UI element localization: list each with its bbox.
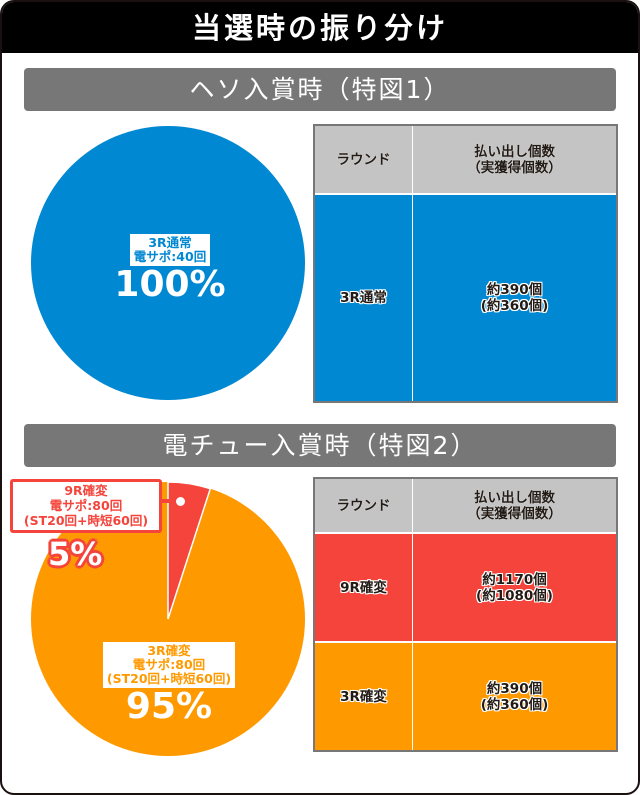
slice-percent-9r: 5% bbox=[48, 535, 103, 573]
payout-table-tokuzu1: ラウンド 払い出し個数 （実獲得個数） 3R通常 約390個 (約360個) bbox=[313, 124, 618, 403]
row-payout: 約390個 (約360個) bbox=[480, 282, 549, 314]
table-row: 9R確変 約1170個 (約1080個) bbox=[315, 532, 616, 641]
row-round: 3R確変 bbox=[315, 643, 413, 750]
pie-label-9r-kakuhen: 9R確変 電サポ:80回 (ST20回+時短60回) bbox=[10, 479, 162, 533]
payout-table-tokuzu2: ラウンド 払い出し個数 （実獲得個数） 9R確変 約1170個 (約1080個) 3… bbox=[313, 477, 618, 752]
slice-round-label: 9R確変 bbox=[64, 483, 108, 498]
callout-leader-line bbox=[159, 499, 179, 503]
header-round: ラウンド bbox=[315, 479, 413, 532]
slice-detail-label: (ST20回+時短60回) bbox=[106, 671, 232, 686]
pie-label-3r-kakuhen: 3R確変 電サポ:80回 (ST20回+時短60回) 95% bbox=[94, 642, 244, 726]
slice-support-label: 電サポ:80回 bbox=[49, 498, 123, 513]
section-heading-tokuzu1: ヘソ入賞時（特図1） bbox=[24, 68, 616, 111]
row-round: 3R通常 bbox=[315, 195, 413, 401]
header-payout: 払い出し個数 （実獲得個数） bbox=[413, 479, 616, 532]
pie-label-box: 3R確変 電サポ:80回 (ST20回+時短60回) bbox=[102, 642, 236, 688]
row-payout: 約390個 (約360個) bbox=[480, 680, 549, 713]
slice-round-label: 3R確変 bbox=[147, 643, 191, 658]
header-payout: 払い出し個数 （実獲得個数） bbox=[413, 126, 616, 193]
slice-percent: 100% bbox=[114, 264, 226, 305]
pie-chart-tokuzu2 bbox=[30, 481, 306, 757]
pie-label-box: 3R通常 電サポ:40回 bbox=[129, 234, 211, 266]
row-payout: 約1170個 (約1080個) bbox=[476, 571, 553, 604]
slice-round-label: 3R通常 bbox=[148, 235, 192, 250]
row-round: 9R確変 bbox=[315, 534, 413, 641]
slice-detail-label: (ST20回+時短60回) bbox=[23, 513, 149, 528]
slice-support-label: 電サポ:80回 bbox=[132, 657, 206, 672]
table-row: 3R通常 約390個 (約360個) bbox=[315, 193, 616, 401]
slice-percent-3r: 95% bbox=[125, 686, 213, 727]
callout-dot bbox=[174, 495, 187, 508]
section-heading-tokuzu2: 電チュー入賞時（特図2） bbox=[24, 424, 616, 467]
table-header-row: ラウンド 払い出し個数 （実獲得個数） bbox=[315, 479, 616, 532]
page-title: 当選時の振り分け bbox=[2, 2, 638, 53]
pie-label-3r-normal: 3R通常 電サポ:40回 100% bbox=[90, 234, 250, 304]
table-row: 3R確変 約390個 (約360個) bbox=[315, 641, 616, 750]
header-round: ラウンド bbox=[315, 126, 413, 193]
slice-support-label: 電サポ:40回 bbox=[133, 249, 207, 264]
pie-slice-9r-kakuhen bbox=[167, 481, 212, 620]
table-header-row: ラウンド 払い出し個数 （実獲得個数） bbox=[315, 126, 616, 193]
